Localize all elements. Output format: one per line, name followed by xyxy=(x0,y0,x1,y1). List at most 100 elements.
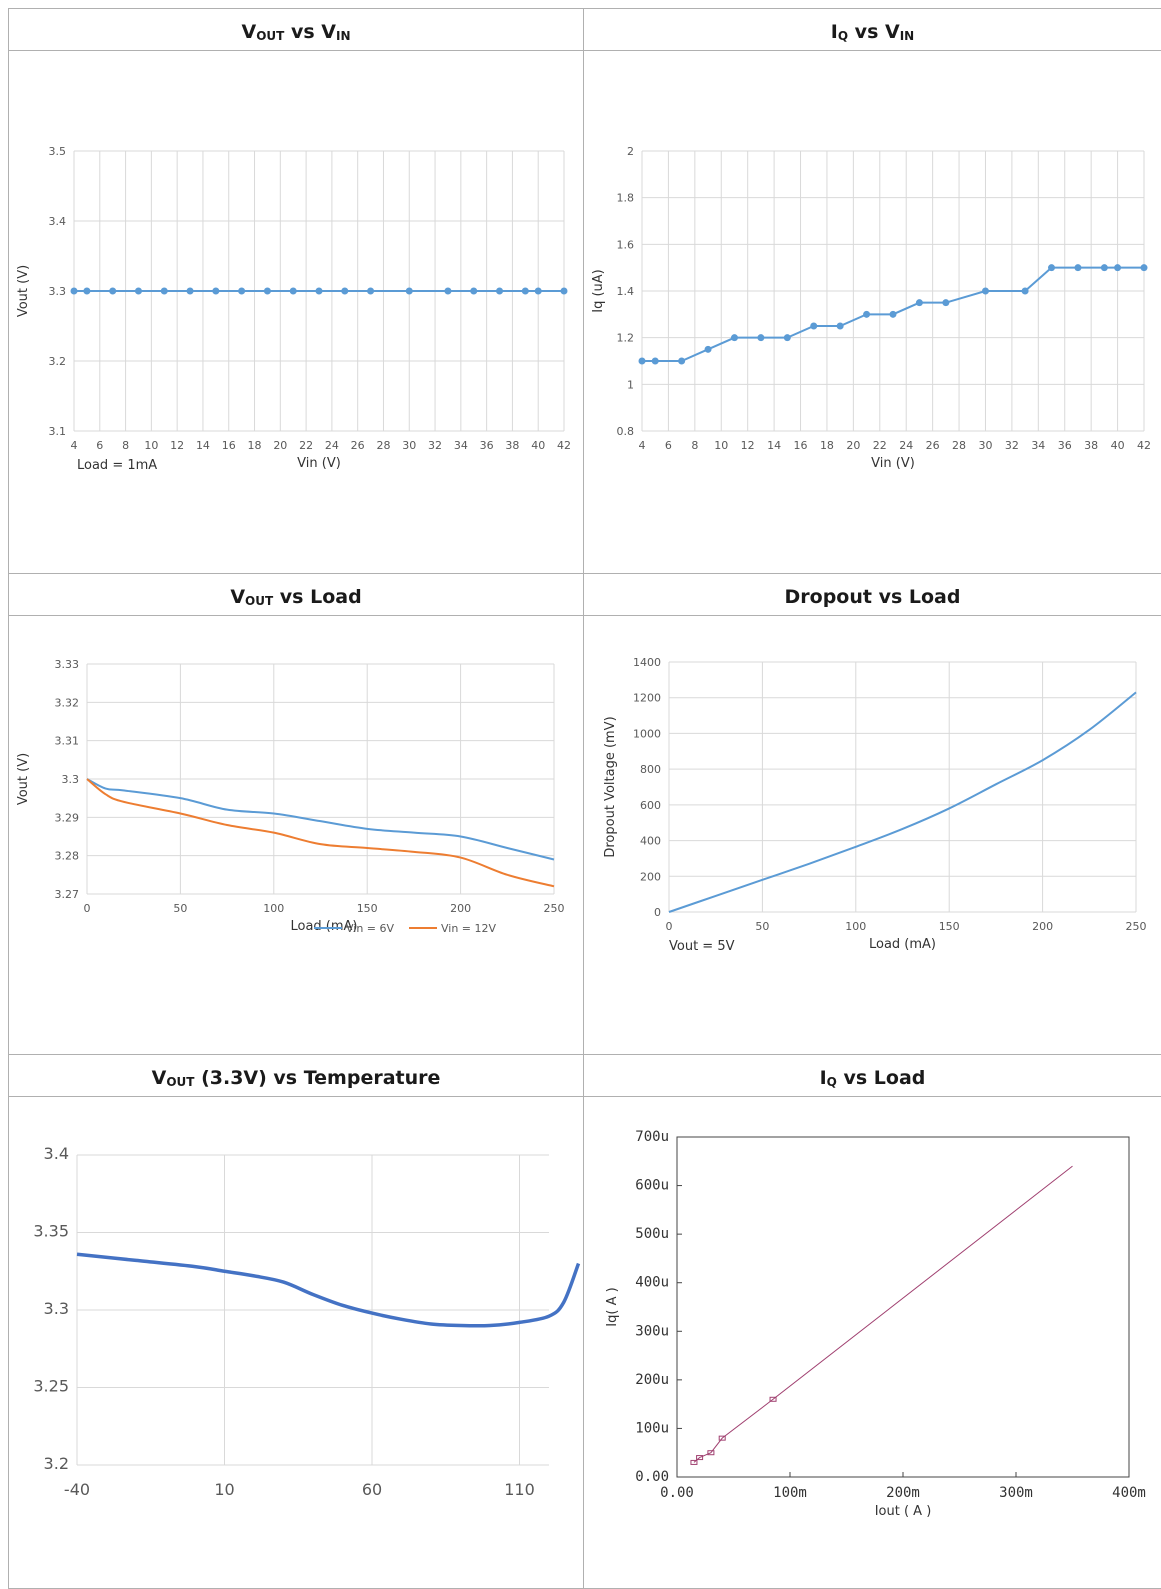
data-point xyxy=(1048,264,1056,272)
chart-dropout-load: 0 50 100 150 200 250 0 200 400 600 800 1000 1200 1400… xyxy=(603,656,1147,954)
x-tick-label: 38 xyxy=(505,439,519,452)
legend-label: Vin = 6V xyxy=(346,922,395,935)
x-tick-label: 8 xyxy=(691,439,698,452)
y-tick-label: 3.33 xyxy=(55,658,80,671)
title-divider xyxy=(9,1096,583,1097)
x-tick-label: 8 xyxy=(122,439,129,452)
x-tick-label: 110 xyxy=(504,1480,535,1499)
x-tick-label: 40 xyxy=(1111,439,1125,452)
chart-vout-vin: 4 6 8 10 12 14 16 18 20 22 24 26 28 30 32 34 36 38 40 42 3.1… xyxy=(16,145,571,473)
x-tick-label: 42 xyxy=(1137,439,1151,452)
x-tick-label: 26 xyxy=(351,439,365,452)
cell-vout-vs-load: VOUT vs Load 0 50 100 150 200 250 3.27 3.28 3.29… xyxy=(9,574,584,1055)
data-point xyxy=(704,345,712,353)
title-divider xyxy=(584,615,1161,616)
x-tick-label: 30 xyxy=(978,439,992,452)
y-tick-label: 600u xyxy=(635,1178,669,1194)
y-tick-label: 200 xyxy=(640,870,661,883)
chart-grid: VOUT vs VIN 4 6 8 10 12 14 16 18 20 22 24 26 28 30 32 3… xyxy=(8,8,1161,1589)
y-tick-label: 300u xyxy=(635,1323,669,1339)
x-tick-label: 20 xyxy=(846,439,860,452)
x-tick-label: 0 xyxy=(666,920,673,933)
y-tick-label: 1.2 xyxy=(617,332,635,345)
x-tick-label: 32 xyxy=(1005,439,1019,452)
x-tick-label: 28 xyxy=(376,439,390,452)
data-point xyxy=(496,287,504,295)
y-tick-label: 800 xyxy=(640,763,661,776)
data-point xyxy=(70,287,78,295)
y-axis-title: Iq (uA) xyxy=(591,269,606,313)
data-point xyxy=(521,287,529,295)
x-tick-label: 10 xyxy=(714,439,728,452)
data-point xyxy=(769,1396,777,1402)
x-axis-title: Vin (V) xyxy=(297,456,341,471)
chart-iq-load: 0.00 100m 200m 300m 400m 0.00 100u 200u 300u 400u… xyxy=(605,1129,1146,1519)
x-tick-label: 0.00 xyxy=(660,1485,694,1501)
series-line xyxy=(86,778,555,888)
title-divider xyxy=(9,615,583,616)
data-point xyxy=(678,357,686,365)
data-point xyxy=(863,310,871,318)
y-tick-label: 400u xyxy=(635,1275,669,1291)
x-tick-label: 200m xyxy=(886,1485,920,1501)
x-tick-label: 6 xyxy=(96,439,103,452)
x-tick-label: 100 xyxy=(845,920,866,933)
data-point xyxy=(238,287,246,295)
chart-vout-temp: -40 10 60 110 3.2 3.25 3.3 3.35 3.4 xyxy=(33,1144,581,1499)
x-tick-label: 4 xyxy=(639,439,646,452)
data-point xyxy=(444,287,452,295)
x-tick-label: 18 xyxy=(248,439,262,452)
data-point xyxy=(534,287,542,295)
x-tick-label: 30 xyxy=(402,439,416,452)
cell-dropout-vs-load: Dropout vs Load 0 50 100 150 200 250 0 200 400 60… xyxy=(584,574,1161,1055)
x-tick-label: 22 xyxy=(299,439,313,452)
x-tick-label: 26 xyxy=(926,439,940,452)
data-point xyxy=(757,334,765,342)
cell-iq-vs-vin: IQ vs VIN 4 6 8 10 12 14 16 18 20 22 24 26 28 30 32 34 3… xyxy=(584,9,1161,574)
data-point xyxy=(1021,287,1029,295)
data-point xyxy=(638,357,646,365)
series-line xyxy=(642,266,1144,362)
y-tick-label: 3.4 xyxy=(44,1144,69,1163)
x-tick-label: 16 xyxy=(794,439,808,452)
data-point xyxy=(289,287,297,295)
chart-title-iq-vin: IQ vs VIN xyxy=(830,21,915,43)
chart-title-iq-load: IQ vs Load xyxy=(819,1067,926,1089)
x-tick-label: 32 xyxy=(428,439,442,452)
x-axis-title: Iout ( A ) xyxy=(875,1504,932,1519)
x-tick-label: 18 xyxy=(820,439,834,452)
x-tick-label: 60 xyxy=(362,1480,382,1499)
y-tick-label: 100u xyxy=(635,1420,669,1436)
data-point xyxy=(186,287,194,295)
y-tick-label: 3.3 xyxy=(62,773,80,786)
y-tick-label: 500u xyxy=(635,1226,669,1242)
x-tick-label: 16 xyxy=(222,439,236,452)
x-tick-label: 34 xyxy=(1031,439,1045,452)
data-point xyxy=(134,287,142,295)
x-tick-label: 42 xyxy=(557,439,571,452)
y-tick-label: 600 xyxy=(640,799,661,812)
y-tick-label: 0.00 xyxy=(635,1469,669,1485)
data-point xyxy=(263,287,271,295)
y-tick-label: 1 xyxy=(627,378,634,391)
chart-note: Vout = 5V xyxy=(669,939,735,954)
y-tick-label: 3.27 xyxy=(55,888,80,901)
data-point xyxy=(696,1455,704,1461)
y-tick-label: 1.6 xyxy=(617,238,635,251)
data-point xyxy=(889,310,897,318)
data-point xyxy=(405,287,413,295)
data-point xyxy=(810,322,818,330)
x-tick-label: 10 xyxy=(144,439,158,452)
x-tick-label: 300m xyxy=(999,1485,1033,1501)
x-tick-label: 100 xyxy=(263,902,284,915)
chart-title-dropout-load: Dropout vs Load xyxy=(784,586,961,608)
data-point xyxy=(651,357,659,365)
x-tick-label: 400m xyxy=(1112,1485,1146,1501)
y-tick-label: 1400 xyxy=(633,656,661,669)
x-tick-label: 12 xyxy=(741,439,755,452)
x-tick-label: 28 xyxy=(952,439,966,452)
series-line xyxy=(668,691,1137,913)
y-tick-label: 2 xyxy=(627,145,634,158)
y-tick-label: 1000 xyxy=(633,727,661,740)
y-tick-label: 3.29 xyxy=(55,811,80,824)
